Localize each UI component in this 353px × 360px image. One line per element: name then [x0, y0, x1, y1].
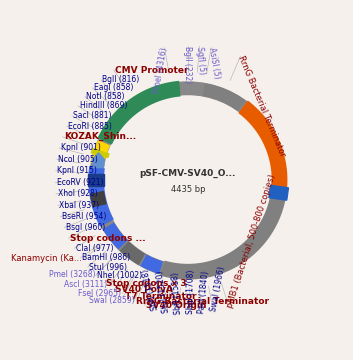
- Polygon shape: [103, 222, 128, 249]
- Text: StuI (996): StuI (996): [89, 262, 127, 271]
- Text: ClaI (977): ClaI (977): [76, 244, 113, 253]
- Text: 4435 bp: 4435 bp: [170, 185, 205, 194]
- Text: RrnG Bacterial Terminator: RrnG Bacterial Terminator: [236, 55, 287, 158]
- Text: Stop codons x 3: Stop codons x 3: [106, 279, 187, 288]
- Text: StuI (1520): StuI (1520): [156, 270, 171, 313]
- Text: SbgI (1708): SbgI (1708): [186, 270, 196, 314]
- Text: FseI (2965): FseI (2965): [78, 289, 121, 298]
- Text: AscI (3111): AscI (3111): [64, 280, 107, 289]
- Text: PacI (1840): PacI (1840): [197, 270, 211, 314]
- Text: BglI (816): BglI (816): [102, 75, 140, 84]
- Text: PmeI (3268): PmeI (3268): [49, 270, 95, 279]
- Text: PmeI (4316): PmeI (4316): [152, 47, 169, 94]
- Polygon shape: [238, 100, 287, 195]
- Text: SwaI (2859): SwaI (2859): [89, 296, 135, 305]
- Text: SgfI (5): SgfI (5): [195, 46, 207, 75]
- Text: SV40 Origin: SV40 Origin: [146, 301, 207, 310]
- Text: SacI (881): SacI (881): [73, 111, 112, 120]
- Polygon shape: [88, 174, 104, 186]
- Polygon shape: [120, 241, 145, 265]
- Text: Kanamycin (Ka...: Kanamycin (Ka...: [11, 254, 82, 263]
- Polygon shape: [140, 255, 163, 274]
- Text: KpnI (915): KpnI (915): [57, 166, 97, 175]
- Text: T7 Terminator: T7 Terminator: [125, 292, 197, 301]
- Text: EagI (858): EagI (858): [94, 84, 133, 93]
- Text: EcoRV (921): EcoRV (921): [57, 178, 103, 187]
- Text: BsgI (960): BsgI (960): [66, 223, 105, 232]
- Polygon shape: [90, 192, 106, 207]
- Text: NheI (1002): NheI (1002): [97, 271, 143, 280]
- Polygon shape: [269, 185, 288, 200]
- Text: SbfI (1518): SbfI (1518): [171, 271, 183, 314]
- Text: XbaI (937): XbaI (937): [59, 201, 100, 210]
- Text: BglI (232): BglI (232): [183, 46, 192, 83]
- Text: NcoI (905): NcoI (905): [59, 155, 98, 164]
- Text: CMV Promoter: CMV Promoter: [115, 66, 189, 75]
- Polygon shape: [203, 83, 246, 111]
- Text: SbfI (1518): SbfI (1518): [141, 268, 160, 311]
- Polygon shape: [88, 166, 114, 227]
- Text: KpnI (901): KpnI (901): [61, 143, 101, 152]
- Text: HindIII (869): HindIII (869): [79, 101, 127, 110]
- Polygon shape: [92, 153, 104, 167]
- Text: RrnG Bacterial Terminator: RrnG Bacterial Terminator: [136, 297, 269, 306]
- Text: AsiSI (5): AsiSI (5): [207, 47, 221, 80]
- Polygon shape: [160, 194, 286, 280]
- Text: BseRI (954): BseRI (954): [62, 212, 106, 221]
- Text: Stop codons ...: Stop codons ...: [70, 234, 146, 243]
- Text: NotI (858): NotI (858): [86, 92, 125, 101]
- Polygon shape: [98, 81, 180, 145]
- Text: BamHI (986): BamHI (986): [82, 253, 130, 262]
- Text: pSF-CMV-SV40_O...: pSF-CMV-SV40_O...: [140, 169, 236, 178]
- Text: KOZAK_Shin...: KOZAK_Shin...: [64, 132, 136, 141]
- Text: SV40 PolyA: SV40 PolyA: [115, 285, 173, 294]
- Text: pMB1 (Bacterial, 500-800 copies): pMB1 (Bacterial, 500-800 copies): [225, 173, 277, 309]
- Text: XhoI (928): XhoI (928): [58, 189, 97, 198]
- Text: EcoRI (885): EcoRI (885): [68, 122, 112, 131]
- Polygon shape: [91, 140, 110, 165]
- Text: SwaI (1966): SwaI (1966): [209, 266, 227, 313]
